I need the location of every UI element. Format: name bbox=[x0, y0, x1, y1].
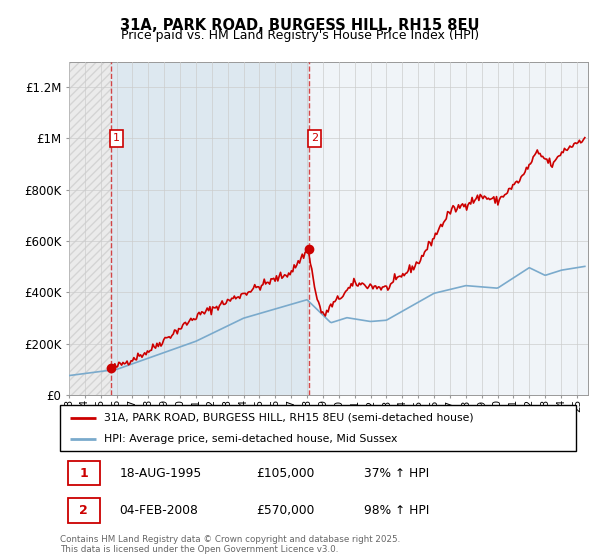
Text: Price paid vs. HM Land Registry's House Price Index (HPI): Price paid vs. HM Land Registry's House … bbox=[121, 29, 479, 42]
Text: £570,000: £570,000 bbox=[256, 504, 314, 517]
Text: Contains HM Land Registry data © Crown copyright and database right 2025.
This d: Contains HM Land Registry data © Crown c… bbox=[60, 535, 400, 554]
Text: HPI: Average price, semi-detached house, Mid Sussex: HPI: Average price, semi-detached house,… bbox=[104, 434, 397, 444]
Text: 04-FEB-2008: 04-FEB-2008 bbox=[119, 504, 198, 517]
Text: 31A, PARK ROAD, BURGESS HILL, RH15 8EU (semi-detached house): 31A, PARK ROAD, BURGESS HILL, RH15 8EU (… bbox=[104, 413, 473, 423]
Bar bbox=[69, 62, 111, 395]
Bar bbox=[69, 62, 111, 395]
Text: 2: 2 bbox=[79, 504, 88, 517]
Bar bbox=[111, 62, 308, 395]
FancyBboxPatch shape bbox=[68, 498, 100, 522]
Text: 1: 1 bbox=[79, 467, 88, 480]
Text: £105,000: £105,000 bbox=[256, 467, 314, 480]
Text: 37% ↑ HPI: 37% ↑ HPI bbox=[364, 467, 430, 480]
Text: 18-AUG-1995: 18-AUG-1995 bbox=[119, 467, 202, 480]
Text: 98% ↑ HPI: 98% ↑ HPI bbox=[364, 504, 430, 517]
FancyBboxPatch shape bbox=[60, 405, 576, 451]
Text: 31A, PARK ROAD, BURGESS HILL, RH15 8EU: 31A, PARK ROAD, BURGESS HILL, RH15 8EU bbox=[120, 18, 480, 34]
Text: 2: 2 bbox=[311, 133, 318, 143]
Bar bbox=[308, 62, 588, 395]
FancyBboxPatch shape bbox=[68, 461, 100, 486]
Text: 1: 1 bbox=[113, 133, 120, 143]
